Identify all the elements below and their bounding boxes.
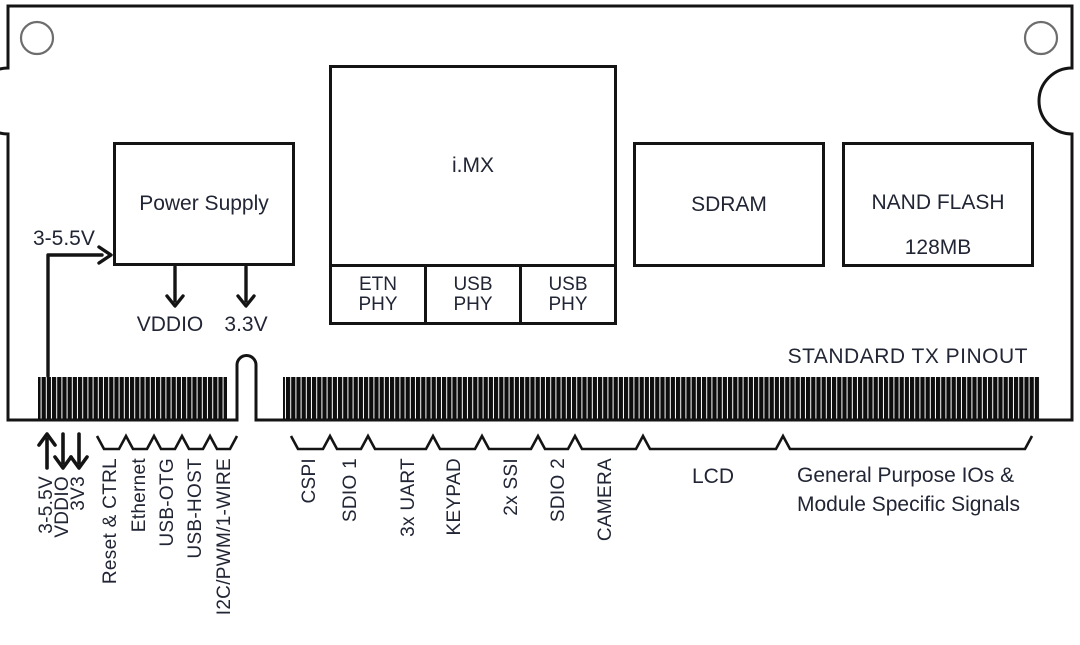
standard-tx-pinout-label: STANDARD TX PINOUT xyxy=(787,345,1028,368)
vddio-output-label: VDDIO xyxy=(136,313,204,336)
usb-phy1-line1: USB xyxy=(453,273,493,295)
usb-phy2-line1: USB xyxy=(548,273,588,295)
v33-output-arrow xyxy=(236,265,256,308)
left-signal-brace xyxy=(95,433,239,451)
gpio-label-line2: Module Specific Signals xyxy=(797,493,1020,516)
v33-output-label: 3.3V xyxy=(224,313,268,336)
usb-phy-cell-1: USB PHY xyxy=(424,267,519,322)
nand-flash-size-label: 128MB xyxy=(904,236,972,259)
nand-flash-block: NAND FLASH 128MB xyxy=(842,142,1034,267)
usb-phy2-line2: PHY xyxy=(548,293,588,315)
pin-group-keypad: KEYPAD xyxy=(444,458,465,536)
pin-3v3-down-arrow xyxy=(69,432,89,470)
etn-phy-line1: ETN xyxy=(359,273,397,295)
pin-group-cspi: CSPI xyxy=(299,458,320,504)
power-supply-label: Power Supply xyxy=(139,192,269,215)
pin-vddio-down-arrow xyxy=(53,432,73,470)
pin-group-usb-host: USB-HOST xyxy=(185,458,206,559)
pin-group-2x-ssi: 2x SSI xyxy=(501,458,522,516)
pin-group-lcd: LCD xyxy=(691,465,734,488)
usb-phy1-line2: PHY xyxy=(453,293,493,315)
pin-group-sdio1: SDIO 1 xyxy=(340,458,361,523)
sdram-label: SDRAM xyxy=(691,192,767,216)
mounting-hole-left-icon xyxy=(19,20,55,56)
pin-group-usb-otg: USB-OTG xyxy=(157,458,178,547)
edge-connector-left xyxy=(38,377,227,419)
pin-group-3x-uart: 3x UART xyxy=(398,458,419,537)
phy-row: ETN PHY USB PHY USB PHY xyxy=(332,264,614,322)
power-supply-block: Power Supply xyxy=(113,142,295,266)
power-input-wire-arrow xyxy=(46,245,113,378)
sdram-block: SDRAM xyxy=(633,142,825,267)
power-input-label: 3-5.5V xyxy=(33,227,95,250)
pin-power-up-arrow xyxy=(37,432,57,470)
etn-phy-line2: PHY xyxy=(358,293,398,315)
edge-connector-right xyxy=(283,377,1040,419)
imx-block-inner: i.MX ETN PHY USB PHY USB PHY xyxy=(332,68,614,322)
vddio-output-arrow xyxy=(165,265,185,308)
pin-label-3v3: 3V3 xyxy=(68,476,89,511)
nand-flash-label: NAND FLASH xyxy=(871,191,1005,214)
pin-group-reset-ctrl: Reset & CTRL xyxy=(100,458,121,585)
right-signal-brace xyxy=(289,433,1034,451)
usb-phy-cell-2: USB PHY xyxy=(519,267,614,322)
mounting-hole-right-icon xyxy=(1023,20,1059,56)
pin-group-gpio: General Purpose IOs & Module Specific Si… xyxy=(797,461,1020,519)
gpio-label-line1: General Purpose IOs & xyxy=(797,464,1015,487)
pin-group-i2c-pwm-1wire: I2C/PWM/1-WIRE xyxy=(214,458,235,616)
imx-block: i.MX ETN PHY USB PHY USB PHY xyxy=(329,65,617,325)
imx-label: i.MX xyxy=(452,154,494,177)
etn-phy-cell: ETN PHY xyxy=(332,267,424,322)
pin-group-camera: CAMERA xyxy=(595,458,616,542)
pin-group-sdio2: SDIO 2 xyxy=(548,458,569,523)
pin-group-ethernet: Ethernet xyxy=(129,458,150,533)
board-outline xyxy=(0,4,1074,422)
